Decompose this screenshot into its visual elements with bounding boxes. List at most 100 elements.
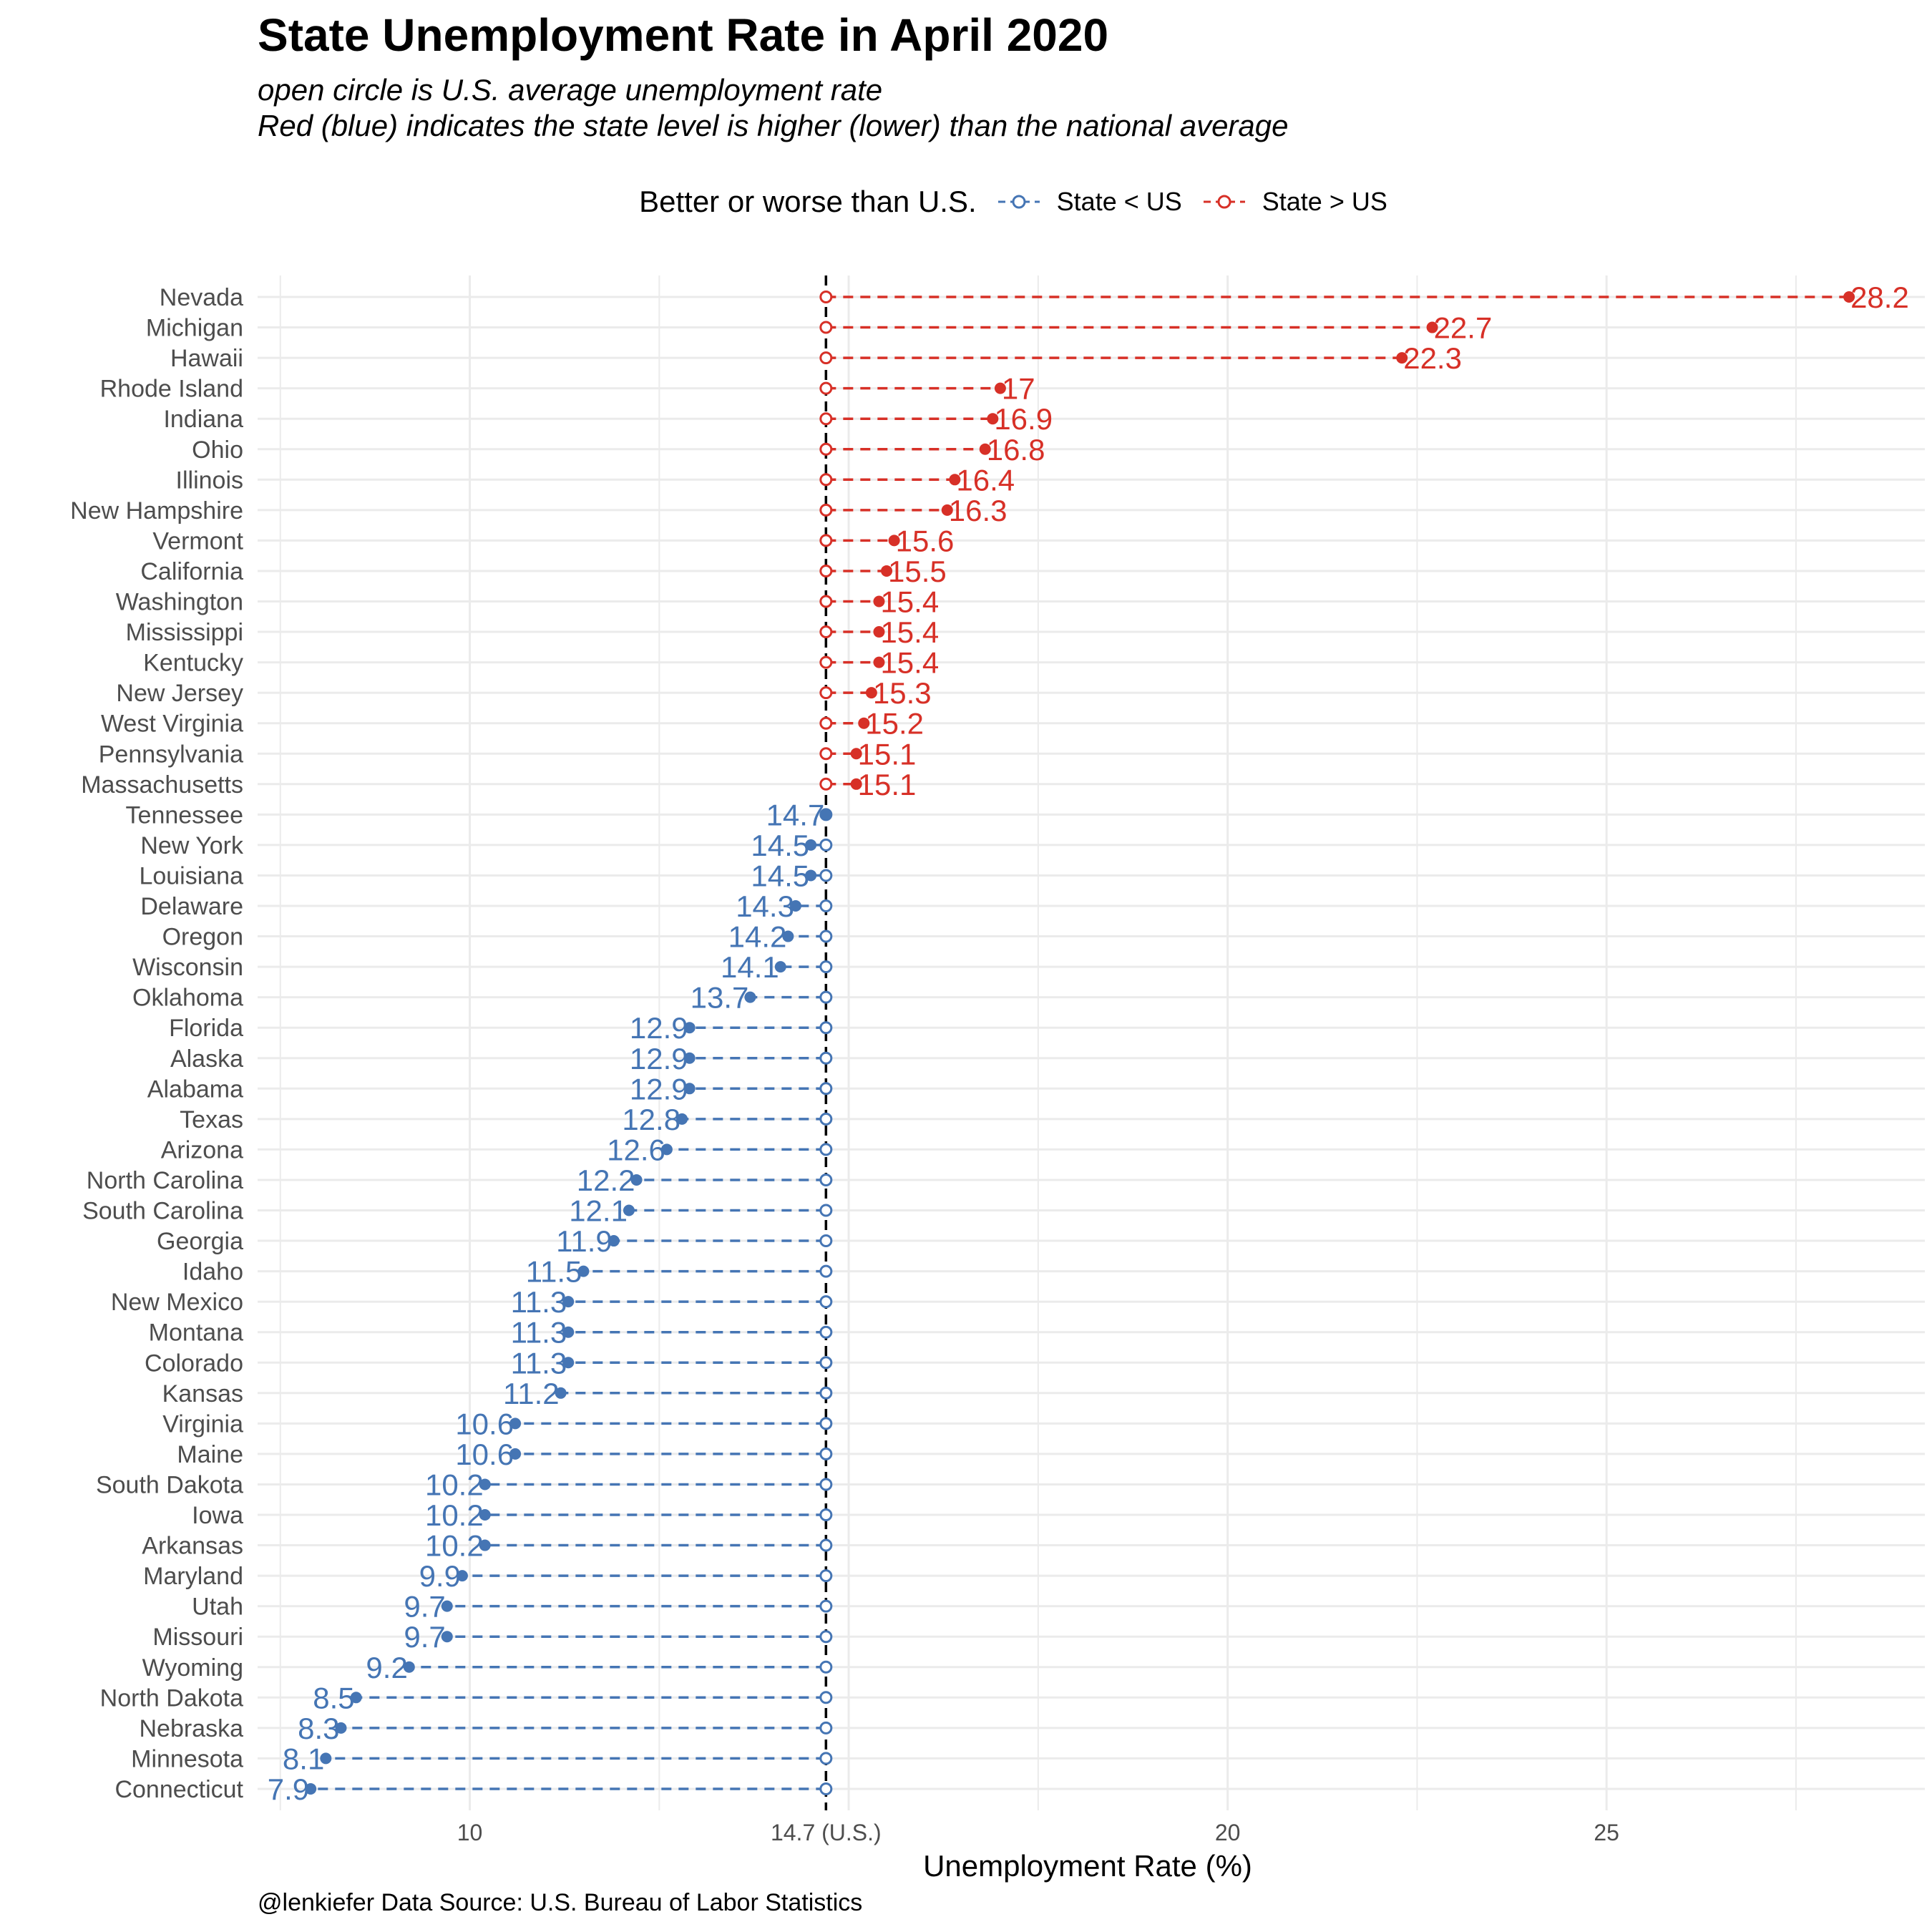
x-axis-title: Unemployment Rate (%) [923,1849,1252,1883]
state-rate-data-label: 10.6 [455,1438,514,1471]
legend-label-below: State < US [1056,187,1182,216]
state-label: Kansas [162,1380,243,1407]
state-row: Pennsylvania 15.1 [99,737,917,771]
state-row: Indiana 16.9 [163,402,1053,436]
us-average-open-point [819,1021,833,1035]
state-rate-data-label: 14.5 [751,859,809,892]
us-average-open-point [819,1082,833,1096]
state-rate-point [479,1539,491,1551]
state-label: Maryland [143,1563,243,1590]
us-average-open-point [819,291,833,303]
state-label: New Mexico [111,1289,243,1316]
state-rate-point [888,535,900,547]
us-average-open-point [819,930,833,943]
state-rate-point [858,717,870,729]
state-label: Iowa [192,1502,243,1529]
legend-key-below-icon [997,195,1040,209]
state-label: Wyoming [142,1654,243,1682]
state-rate-point [562,1296,575,1308]
state-row: South Dakota 10.2 [96,1468,833,1501]
state-rate-point [623,1204,635,1216]
state-rate-point [873,626,885,638]
state-row: Delaware 14.3 [140,889,833,923]
state-row: Colorado 11.3 [145,1346,833,1380]
state-label: Colorado [145,1350,243,1377]
state-rate-data-label: 15.2 [865,707,924,741]
state-row: Tennessee 14.7 [126,798,833,831]
state-label: California [140,558,243,585]
state-label: Illinois [176,467,243,494]
state-rate-data-label: 13.7 [691,981,749,1015]
state-rate-data-label: 12.8 [622,1103,680,1136]
state-rate-data-label: 10.6 [455,1407,514,1440]
state-rate-point [479,1509,491,1521]
state-rate-point [555,1387,567,1399]
state-row: Michigan 22.7 [146,311,1492,345]
state-label: Idaho [182,1259,243,1286]
source-caption: @lenkiefer Data Source: U.S. Bureau of L… [258,1889,863,1916]
state-rate-point [805,869,817,882]
state-rate-point [562,1357,575,1369]
state-rate-data-label: 16.9 [994,402,1053,436]
state-row: Mississippi 15.4 [126,615,940,649]
state-rate-data-label: 14.5 [751,829,809,862]
state-label: Montana [149,1319,243,1347]
us-average-open-point [819,412,833,426]
us-average-open-point [819,1721,833,1735]
state-row: Nebraska 8.3 [139,1712,833,1745]
state-row: Florida 12.9 [169,1011,833,1045]
state-row: Iowa 10.2 [192,1498,833,1532]
us-average-open-point [819,1386,833,1400]
state-rate-data-label: 11.9 [556,1224,613,1258]
state-row: Minnesota 8.1 [131,1742,833,1775]
state-rate-data-label: 12.9 [630,1072,688,1106]
us-average-open-point [819,990,833,1004]
state-row: Maryland 9.9 [143,1559,833,1593]
us-average-open-point [819,838,833,852]
state-rate-data-label: 11.5 [526,1255,582,1289]
state-label: Kentucky [143,650,243,677]
state-rate-point [683,1022,696,1034]
x-tick-label: 25 [1594,1820,1619,1845]
us-average-open-point [819,1051,833,1065]
state-rate-data-label: 11.3 [511,1346,567,1380]
us-average-open-point [819,1234,833,1248]
state-label: Nevada [160,284,243,311]
us-average-open-point [819,595,833,608]
state-label: Alabama [147,1075,243,1103]
state-rate-data-label: 14.1 [721,950,779,984]
chart-title: State Unemployment Rate in April 2020 [258,9,1109,61]
us-average-open-point [819,1691,833,1704]
state-rate-data-label: 15.3 [873,676,932,710]
state-rate-point [979,443,991,455]
state-row: South Carolina 12.1 [82,1194,833,1228]
us-average-open-point [819,960,833,974]
us-average-open-point [819,1447,833,1460]
state-rate-data-label: 9.2 [366,1651,407,1684]
state-row: Louisiana 14.5 [139,859,833,892]
x-tick-label: 14.7 (U.S.) [771,1820,882,1845]
state-row: Rhode Island 17 [100,372,1035,406]
state-rate-data-label: 9.9 [419,1559,461,1593]
us-average-open-point [819,899,833,912]
state-row: North Carolina 12.2 [87,1163,833,1197]
us-average-open-point [819,1295,833,1309]
us-average-open-point [819,1112,833,1126]
state-rate-point [1843,291,1855,303]
state-rate-data-label: 16.8 [987,433,1045,467]
state-rate-data-label: 16.4 [956,463,1015,497]
us-average-open-point [819,351,833,365]
state-rate-point [683,1083,696,1095]
state-rate-point [881,565,893,577]
state-label: Delaware [140,893,243,920]
us-average-open-point [819,321,833,334]
state-rate-data-label: 8.3 [298,1712,339,1745]
state-row: Montana 11.3 [149,1316,833,1350]
state-label: Mississippi [126,619,243,646]
state-label: South Carolina [82,1198,243,1225]
state-rate-point [350,1692,362,1704]
us-average-open-point [819,442,833,456]
state-row: Arizona 12.6 [161,1133,833,1166]
state-rate-point [577,1265,590,1277]
state-rate-data-label: 15.1 [858,737,917,771]
